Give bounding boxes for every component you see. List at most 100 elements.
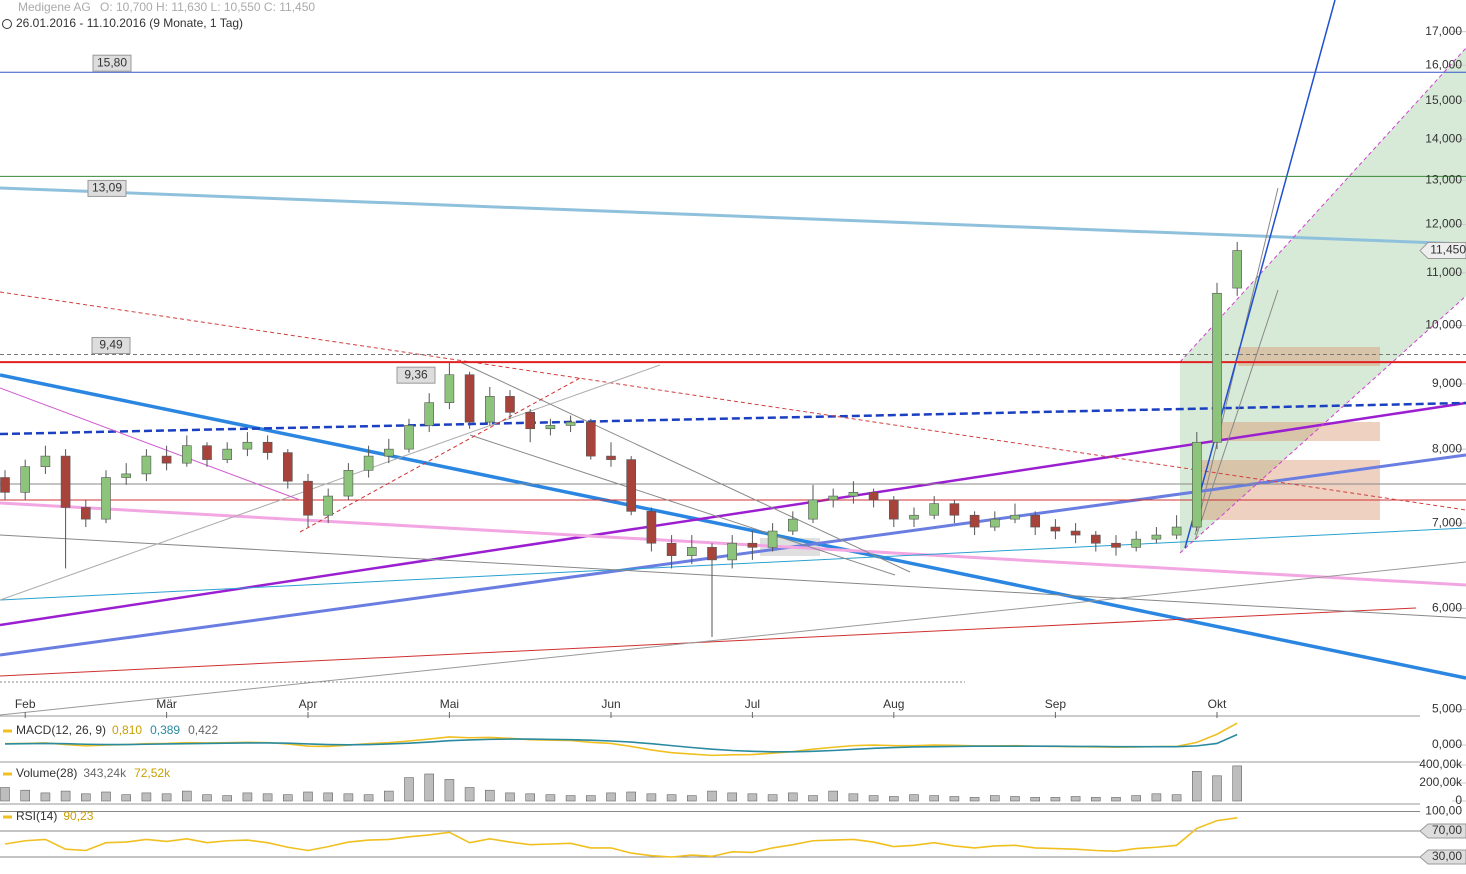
- x-tick-label: Feb: [15, 697, 36, 711]
- candle-body: [1151, 534, 1162, 540]
- volume-bar: [404, 777, 414, 802]
- volume-bar: [1131, 795, 1141, 802]
- volume-bar: [727, 792, 738, 802]
- volume-bar: [242, 792, 253, 802]
- candle-body: [606, 455, 616, 460]
- candle-body: [343, 469, 354, 497]
- candle-body: [141, 455, 152, 475]
- candle-body: [424, 402, 435, 426]
- trendline: [0, 401, 1466, 436]
- volume-bar: [707, 790, 717, 802]
- channel-line: [1179, 295, 1466, 554]
- candle-body: [969, 514, 980, 528]
- candle-body: [626, 459, 637, 512]
- channel-fill: [1180, 48, 1466, 553]
- level-label: 9,36: [404, 367, 428, 381]
- candle-body: [848, 492, 859, 497]
- level-box: [92, 54, 132, 72]
- y-tick-label: 400,00k: [1419, 757, 1463, 771]
- candle-body: [828, 495, 839, 501]
- y-tick-label: 0: [1455, 793, 1462, 807]
- y-tick-label: 0,000: [1432, 737, 1462, 751]
- symbol: Medigene AG: [18, 0, 91, 14]
- volume-bar: [383, 790, 394, 802]
- volume-bar: [1030, 797, 1040, 802]
- volume-bar: [444, 779, 455, 802]
- y-tick-label: 10,000: [1425, 318, 1462, 332]
- candle-body: [383, 448, 394, 457]
- candle-body: [121, 473, 131, 478]
- volume-bar: [848, 793, 859, 802]
- volume-bar: [1171, 794, 1182, 802]
- date-range: 26.01.2016 - 11.10.2016 (9 Monate, 1 Tag…: [16, 16, 243, 30]
- plot: [0, 71, 1466, 858]
- volume-bar: [565, 795, 576, 802]
- trendline: [0, 373, 1466, 680]
- volume-bar: [969, 797, 980, 802]
- volume-bar: [646, 793, 657, 802]
- candle-body: [303, 480, 313, 516]
- candle-body: [40, 455, 51, 468]
- x-tick-label: Aug: [883, 697, 904, 711]
- level-label: 9,49: [99, 338, 123, 352]
- trendline: [469, 434, 896, 576]
- volume-bar: [101, 791, 111, 802]
- candle-body: [182, 445, 192, 464]
- tick-box: [1419, 849, 1466, 865]
- volume-bar: [1192, 770, 1202, 802]
- level-label: 13,09: [92, 181, 122, 195]
- y-tick-label: 13,000: [1425, 172, 1462, 186]
- y-tick-label: 7,000: [1432, 515, 1462, 529]
- readout: 0,810: [112, 723, 142, 737]
- volume-bar: [929, 795, 940, 802]
- volume-bar: [40, 792, 51, 802]
- volume-bar: [20, 789, 31, 802]
- candle-body: [989, 518, 1000, 528]
- volume-bar: [303, 791, 313, 802]
- y-tick-label: 200,00k: [1419, 775, 1463, 789]
- volume-bar: [1111, 797, 1121, 802]
- trendline: [1194, 289, 1279, 541]
- candle-body: [868, 492, 879, 501]
- channel-line: [1179, 47, 1466, 363]
- clock-icon: [2, 19, 12, 29]
- trendline: [299, 377, 581, 533]
- candle-body: [242, 441, 253, 450]
- volume-bar: [686, 795, 697, 802]
- volume-bar: [747, 793, 758, 802]
- candle-body: [666, 542, 677, 556]
- y-tick-label: 5,000: [1432, 702, 1462, 716]
- candle-body: [1070, 530, 1081, 536]
- volume-bar: [525, 793, 536, 802]
- candle-body: [808, 499, 818, 520]
- candle-body: [949, 503, 960, 516]
- readout: 343,24k: [83, 766, 127, 780]
- trendline: [0, 607, 1417, 677]
- volume-bar: [161, 793, 172, 802]
- y-tick-label: 6,000: [1432, 601, 1462, 615]
- candle-body: [707, 547, 717, 561]
- x-tick-label: Mär: [156, 697, 177, 711]
- candle-body: [909, 514, 919, 520]
- panel-title: RSI(14): [16, 809, 57, 823]
- candle-body: [585, 421, 596, 457]
- y-tick-label: 30,00: [1432, 849, 1462, 863]
- volume-bar: [121, 794, 131, 802]
- y-tick-label: 16,000: [1425, 57, 1462, 71]
- volume-bar: [808, 795, 818, 802]
- volume-bar: [464, 787, 475, 802]
- volume-bar: [606, 792, 616, 802]
- volume-bar: [888, 796, 899, 802]
- trendline: [0, 291, 1466, 511]
- volume-bar: [868, 795, 879, 802]
- volume-bar: [343, 793, 354, 802]
- trendline: [0, 561, 1466, 716]
- candle-body: [444, 374, 455, 403]
- candle-body: [525, 412, 536, 430]
- candle-body: [727, 542, 738, 561]
- level-box: [87, 179, 127, 197]
- candle-body: [222, 448, 232, 460]
- volume-bar: [484, 789, 495, 802]
- x-tick-label: Sep: [1045, 697, 1067, 711]
